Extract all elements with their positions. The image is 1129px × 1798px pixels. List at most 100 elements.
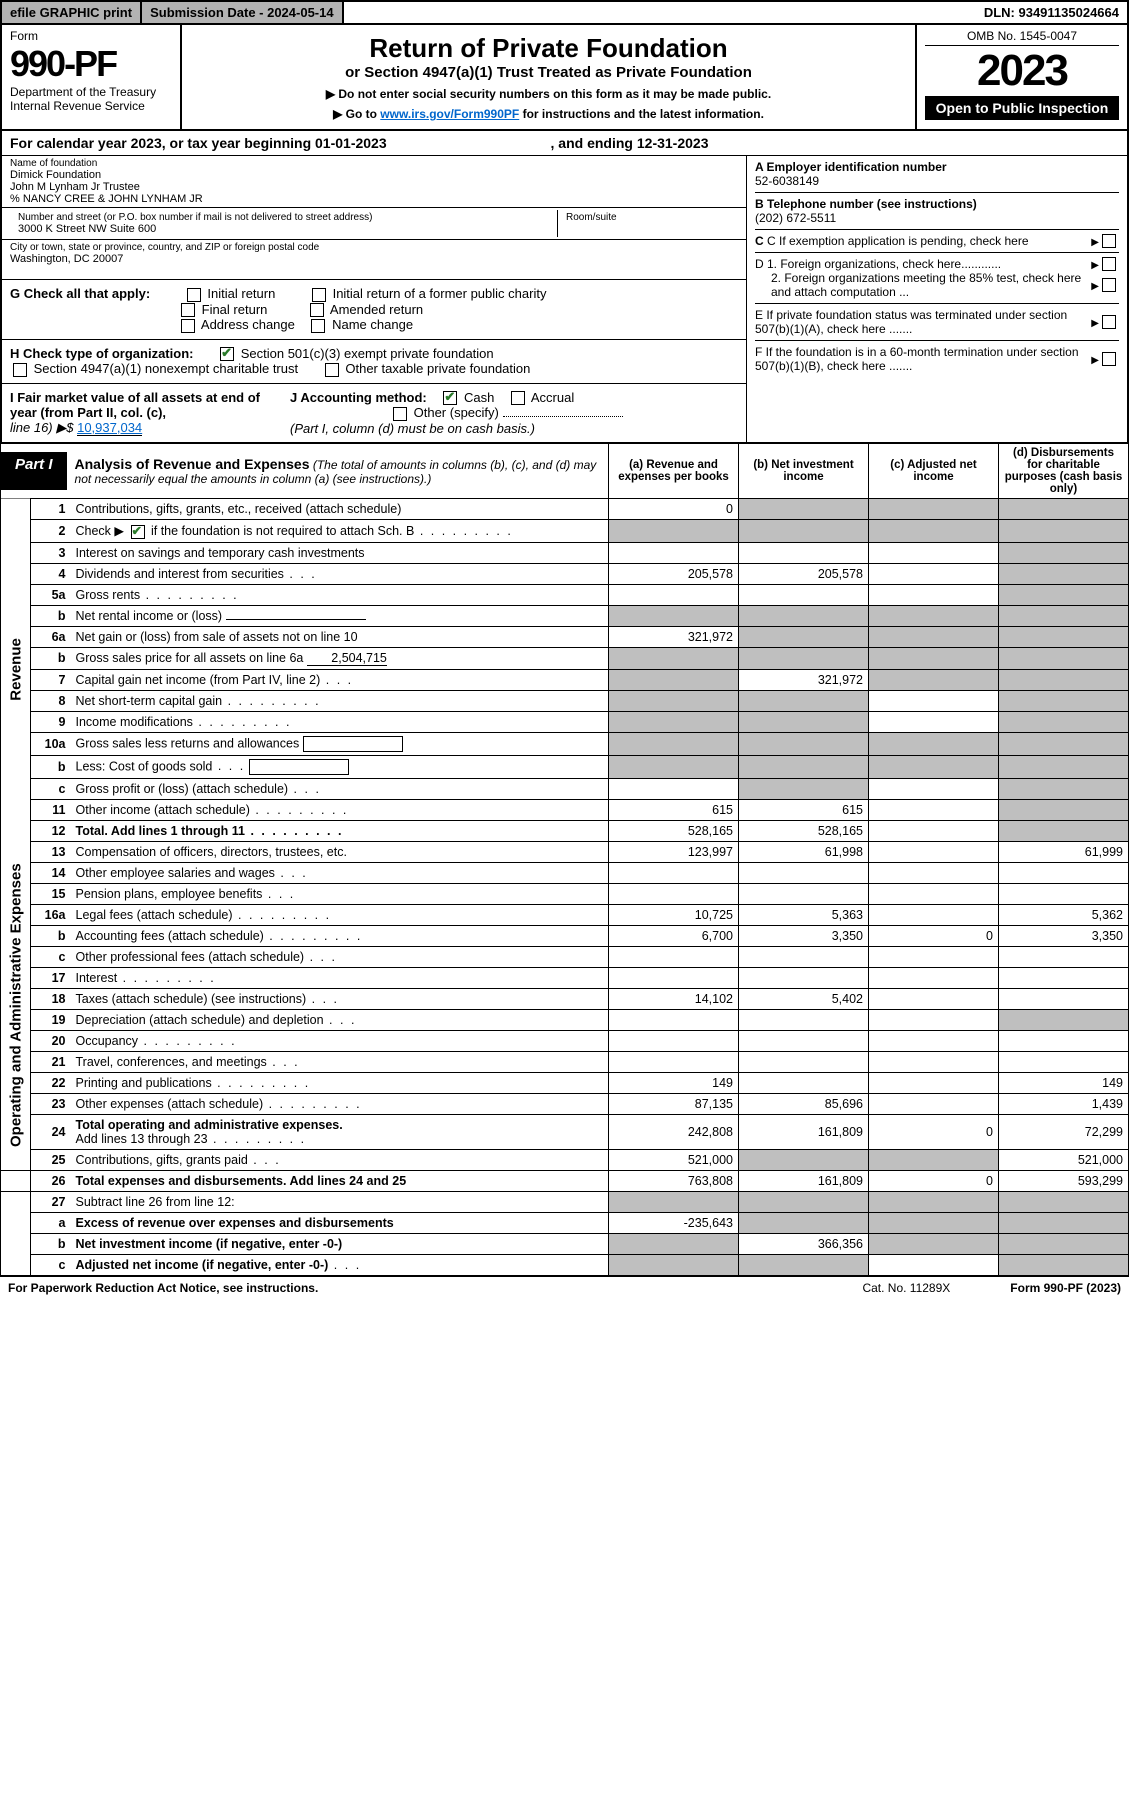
topbar: efile GRAPHIC print Submission Date - 20… [0, 0, 1129, 25]
schb-checkbox[interactable] [131, 525, 145, 539]
line-20: 20Occupancy [1, 1030, 1129, 1051]
line-8: 8Net short-term capital gain [1, 690, 1129, 711]
line-10b: bLess: Cost of goods sold [1, 755, 1129, 778]
address-change-checkbox[interactable] [181, 319, 195, 333]
line-27c: cAdjusted net income (if negative, enter… [1, 1254, 1129, 1275]
amended-return-checkbox[interactable] [310, 303, 324, 317]
line-5a: 5aGross rents [1, 584, 1129, 605]
calendar-year-line: For calendar year 2023, or tax year begi… [0, 131, 1129, 156]
efile-label: efile GRAPHIC print [2, 2, 142, 23]
col-c-header: (c) Adjusted net income [869, 443, 999, 498]
note-ssn: ▶ Do not enter social security numbers o… [190, 87, 907, 101]
other-method-checkbox[interactable] [393, 407, 407, 421]
col-b-header: (b) Net investment income [739, 443, 869, 498]
omb-no: OMB No. 1545-0047 [925, 29, 1119, 46]
expenses-side-label: Operating and Administrative Expenses [1, 841, 31, 1170]
foreign-org-checkbox[interactable] [1102, 257, 1116, 271]
line-9: 9Income modifications [1, 711, 1129, 732]
4947a1-checkbox[interactable] [13, 363, 27, 377]
line-4: 4Dividends and interest from securities2… [1, 563, 1129, 584]
section-j: J Accounting method: Cash Accrual Other … [280, 390, 738, 436]
form-subtitle: or Section 4947(a)(1) Trust Treated as P… [190, 64, 907, 81]
header-left: Form 990-PF Department of the Treasury I… [2, 25, 182, 129]
footer: For Paperwork Reduction Act Notice, see … [0, 1276, 1129, 1299]
line-17: 17Interest [1, 967, 1129, 988]
form-title: Return of Private Foundation [190, 33, 907, 64]
identity-block: Name of foundation Dimick Foundation Joh… [0, 156, 1129, 443]
form-ref: Form 990-PF (2023) [1010, 1281, 1121, 1295]
line-16b: bAccounting fees (attach schedule)6,7003… [1, 925, 1129, 946]
line-23: 23Other expenses (attach schedule)87,135… [1, 1093, 1129, 1114]
header-mid: Return of Private Foundation or Section … [182, 25, 917, 129]
identity-left: Name of foundation Dimick Foundation Joh… [2, 156, 747, 442]
line-16c: cOther professional fees (attach schedul… [1, 946, 1129, 967]
line-2: 2 Check ▶ if the foundation is not requi… [1, 519, 1129, 542]
section-i: I Fair market value of all assets at end… [10, 390, 280, 436]
part1-desc: Analysis of Revenue and Expenses (The to… [67, 452, 608, 490]
line-19: 19Depreciation (attach schedule) and dep… [1, 1009, 1129, 1030]
line-10a: 10aGross sales less returns and allowanc… [1, 732, 1129, 755]
identity-right: A Employer identification number 52-6038… [747, 156, 1127, 442]
line-10c: cGross profit or (loss) (attach schedule… [1, 778, 1129, 799]
initial-return-checkbox[interactable] [187, 288, 201, 302]
line-25: 25Contributions, gifts, grants paid521,0… [1, 1149, 1129, 1170]
irs: Internal Revenue Service [10, 99, 172, 113]
arrow-icon [1091, 234, 1099, 248]
line-13: Operating and Administrative Expenses 13… [1, 841, 1129, 862]
fmv-value[interactable]: 10,937,034 [77, 420, 142, 436]
accrual-checkbox[interactable] [511, 391, 525, 405]
line-27b: bNet investment income (if negative, ent… [1, 1233, 1129, 1254]
paperwork-notice: For Paperwork Reduction Act Notice, see … [8, 1281, 318, 1295]
form-word: Form [10, 29, 172, 43]
foreign-85-checkbox[interactable] [1102, 278, 1116, 292]
line-5b: bNet rental income or (loss) [1, 605, 1129, 626]
final-return-checkbox[interactable] [181, 303, 195, 317]
line-22: 22Printing and publications149149 [1, 1072, 1129, 1093]
line-6a: 6aNet gain or (loss) from sale of assets… [1, 626, 1129, 647]
60month-checkbox[interactable] [1102, 352, 1116, 366]
form-number: 990-PF [10, 43, 172, 85]
street-section: Number and street (or P.O. box number if… [2, 208, 746, 240]
part1-label: Part I [1, 452, 67, 490]
line-24: 24Total operating and administrative exp… [1, 1114, 1129, 1149]
section-g: G Check all that apply: Initial return I… [2, 280, 746, 340]
col-a-header: (a) Revenue and expenses per books [609, 443, 739, 498]
line-15: 15Pension plans, employee benefits [1, 883, 1129, 904]
submission-date: Submission Date - 2024-05-14 [142, 2, 344, 23]
form-header: Form 990-PF Department of the Treasury I… [0, 25, 1129, 131]
dln: DLN: 93491135024664 [976, 2, 1127, 23]
cash-checkbox[interactable] [443, 391, 457, 405]
form990pf-link[interactable]: www.irs.gov/Form990PF [380, 107, 519, 121]
line-16a: 16aLegal fees (attach schedule)10,7255,3… [1, 904, 1129, 925]
line-18: 18Taxes (attach schedule) (see instructi… [1, 988, 1129, 1009]
other-taxable-checkbox[interactable] [325, 363, 339, 377]
line-12: 12Total. Add lines 1 through 11528,16552… [1, 820, 1129, 841]
line-14: 14Other employee salaries and wages [1, 862, 1129, 883]
revenue-side-label: Revenue [1, 498, 31, 841]
name-change-checkbox[interactable] [311, 319, 325, 333]
cat-no: Cat. No. 11289X [862, 1281, 950, 1295]
line-11: 11Other income (attach schedule)615615 [1, 799, 1129, 820]
col-d-header: (d) Disbursements for charitable purpose… [999, 443, 1129, 498]
line-27: 27Subtract line 26 from line 12: [1, 1191, 1129, 1212]
city-section: City or town, state or province, country… [2, 240, 746, 280]
header-right: OMB No. 1545-0047 2023 Open to Public In… [917, 25, 1127, 129]
line-3: 3Interest on savings and temporary cash … [1, 542, 1129, 563]
part1-table: Part I Analysis of Revenue and Expenses … [0, 443, 1129, 1276]
initial-former-checkbox[interactable] [312, 288, 326, 302]
line-26: 26Total expenses and disbursements. Add … [1, 1170, 1129, 1191]
501c3-checkbox[interactable] [220, 347, 234, 361]
foundation-name-section: Name of foundation Dimick Foundation Joh… [2, 156, 746, 208]
terminated-checkbox[interactable] [1102, 315, 1116, 329]
line-6b: bGross sales price for all assets on lin… [1, 647, 1129, 669]
line-27a: aExcess of revenue over expenses and dis… [1, 1212, 1129, 1233]
open-public: Open to Public Inspection [925, 96, 1119, 120]
section-h: H Check type of organization: Section 50… [2, 340, 746, 384]
line-7: 7Capital gain net income (from Part IV, … [1, 669, 1129, 690]
exemption-pending-checkbox[interactable] [1102, 234, 1116, 248]
section-i-j: I Fair market value of all assets at end… [2, 384, 746, 442]
dept: Department of the Treasury [10, 85, 172, 99]
tax-year: 2023 [925, 46, 1119, 96]
line-21: 21Travel, conferences, and meetings [1, 1051, 1129, 1072]
note-link: ▶ Go to www.irs.gov/Form990PF for instru… [190, 107, 907, 121]
